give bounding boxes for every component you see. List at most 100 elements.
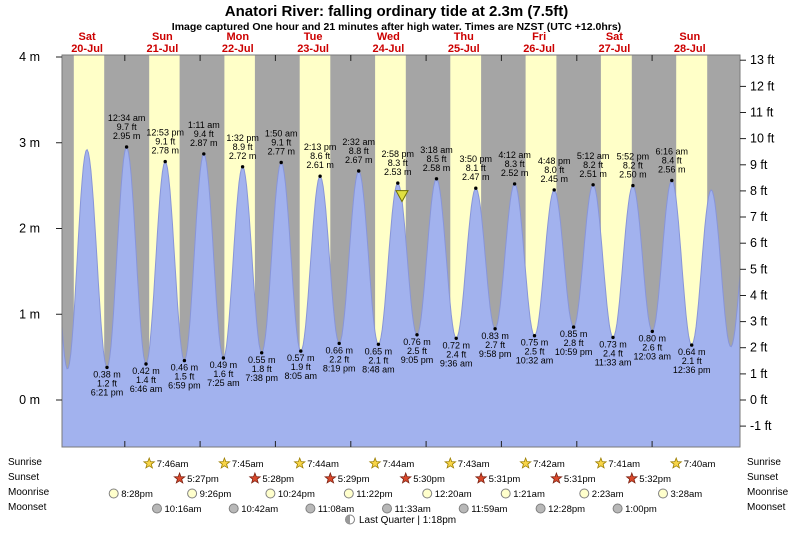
high-tide-annotation: 2:32 am8.8 ft2.67 m bbox=[342, 137, 375, 173]
day-label: Mon bbox=[226, 31, 249, 43]
low-tide-annotation: 0.65 m2.1 ft8:48 am bbox=[362, 342, 395, 374]
high-tide-annotation: 3:18 am8.5 ft2.58 m bbox=[420, 145, 453, 181]
tide-annotation-line: 0.49 m bbox=[210, 360, 238, 370]
tide-annotation-line: 2.1 ft bbox=[368, 355, 389, 365]
tide-point-dot bbox=[591, 183, 595, 187]
tide-annotation-line: 6:59 pm bbox=[168, 381, 201, 391]
tide-annotation-line: 0.66 m bbox=[325, 345, 353, 355]
tide-annotation-line: 9.4 ft bbox=[194, 129, 215, 139]
tide-annotation-line: 2.53 m bbox=[384, 167, 412, 177]
sunset-star-icon bbox=[399, 471, 412, 484]
tide-annotation-line: 2.5 ft bbox=[407, 346, 428, 356]
moonrise-time: 9:26pm bbox=[200, 489, 232, 500]
tide-point-dot bbox=[552, 188, 556, 192]
moon-phase-text: Last Quarter | 1:18pm bbox=[359, 515, 456, 526]
moonrise-row-label-right: Moonrise bbox=[747, 487, 789, 498]
feet-tick-label: 0 ft bbox=[750, 393, 768, 407]
moonrise-time: 2:23am bbox=[592, 489, 624, 500]
day-label: Fri bbox=[532, 31, 546, 43]
tide-annotation-line: 2.56 m bbox=[658, 165, 686, 175]
moonrise-row-label-left: Moonrise bbox=[8, 487, 50, 498]
tide-annotation-line: 1.5 ft bbox=[174, 372, 195, 382]
tide-annotation-line: 8:19 pm bbox=[323, 363, 356, 373]
sunset-time: 5:28pm bbox=[262, 474, 294, 485]
tide-point-dot bbox=[279, 160, 283, 165]
tide-annotation-line: 4:48 pm bbox=[538, 156, 571, 166]
moonrise-time: 11:22pm bbox=[356, 489, 392, 500]
sunrise-row-label-right: Sunrise bbox=[747, 457, 781, 468]
tide-annotation-line: 8.6 ft bbox=[310, 151, 331, 161]
low-tide-annotation: 0.57 m1.9 ft8:05 am bbox=[285, 349, 318, 381]
high-tide-annotation: 6:16 am8.4 ft2.56 m bbox=[656, 147, 689, 183]
tide-point-dot bbox=[571, 325, 576, 329]
moonset-time: 10:42am bbox=[241, 504, 278, 515]
moonrise-time: 1:21am bbox=[513, 489, 545, 500]
high-tide-annotation: 12:34 am9.7 ft2.95 m bbox=[108, 113, 145, 149]
tide-annotation-line: 2.4 ft bbox=[603, 348, 624, 358]
tide-annotation-line: 2:32 am bbox=[342, 137, 375, 147]
tide-annotation-line: 8.4 ft bbox=[662, 156, 683, 166]
tide-annotation-line: 1.2 ft bbox=[97, 378, 118, 388]
day-label: Sat bbox=[79, 31, 96, 43]
feet-axis: 13 ft 12 ft 11 ft 10 ft 9 ft 8 ft 7 ft 6 ft 5 ft… bbox=[740, 53, 775, 433]
feet-tick-label: 4 ft bbox=[750, 289, 768, 303]
tide-annotation-line: 1:32 pm bbox=[226, 133, 259, 143]
tide-annotation-line: 9:58 pm bbox=[479, 349, 512, 359]
tide-point-dot bbox=[631, 183, 635, 188]
feet-tick-label: 7 ft bbox=[750, 210, 768, 224]
sunset-star-icon bbox=[248, 471, 262, 484]
sunrise-star-icon bbox=[669, 456, 683, 469]
sunrise-time: 7:43am bbox=[458, 459, 490, 470]
tide-annotation-line: 3:50 pm bbox=[460, 154, 493, 164]
tide-annotation-line: 2:13 pm bbox=[304, 142, 337, 152]
moon-light-icon bbox=[265, 488, 276, 499]
date-label: 20-Jul bbox=[71, 43, 103, 55]
page-subtitle: Image captured One hour and 21 minutes a… bbox=[171, 21, 622, 33]
meter-tick-label: 4 m bbox=[19, 50, 40, 64]
tide-annotation-line: 0.76 m bbox=[403, 337, 431, 347]
moon-dark-icon bbox=[228, 503, 239, 514]
moon-light-icon bbox=[658, 488, 668, 499]
tide-annotation-line: 0.57 m bbox=[287, 353, 315, 363]
tide-point-dot bbox=[376, 342, 381, 346]
moonrise-time: 8:28pm bbox=[121, 489, 153, 500]
moon-phase-note: Last Quarter | 1:18pm bbox=[345, 514, 456, 526]
sunrise-row-label-left: Sunrise bbox=[8, 457, 42, 468]
tide-annotation-line: 8:05 am bbox=[285, 371, 318, 381]
tide-annotation-line: 3:18 am bbox=[420, 145, 453, 155]
sunset-star-icon bbox=[474, 471, 488, 484]
tide-point-dot bbox=[202, 152, 206, 156]
tide-annotation-line: 11:33 am bbox=[595, 357, 632, 367]
feet-tick-label: 2 ft bbox=[750, 341, 768, 355]
sunset-time: 5:31pm bbox=[489, 474, 521, 485]
moonrise-time: 10:24pm bbox=[278, 489, 315, 500]
tide-point-dot bbox=[650, 329, 654, 334]
astro-row-sunrise: 7:46am 7:45am 7:44am 7:44am 7:43am 7:42am 7:41… bbox=[142, 456, 715, 470]
tide-annotation-line: 9:36 am bbox=[440, 358, 473, 368]
date-label: 23-Jul bbox=[297, 43, 329, 55]
moon-dark-icon bbox=[612, 503, 623, 514]
date-label: 22-Jul bbox=[222, 43, 254, 55]
tide-annotation-line: 8.2 ft bbox=[583, 160, 604, 170]
tide-annotation-line: 2.61 m bbox=[306, 160, 334, 170]
tide-annotation-line: 0.85 m bbox=[560, 329, 588, 339]
sunrise-star-icon bbox=[444, 456, 457, 469]
high-tide-annotation: 1:11 am9.4 ft2.87 m bbox=[188, 120, 220, 156]
tide-annotation-line: 8.5 ft bbox=[426, 154, 447, 164]
tide-annotation-line: 1.8 ft bbox=[252, 364, 273, 374]
tide-annotation-line: 6:46 am bbox=[130, 384, 163, 394]
moonset-time: 11:08am bbox=[318, 504, 354, 515]
tide-annotation-line: 1.4 ft bbox=[136, 375, 157, 385]
feet-tick-label: 8 ft bbox=[750, 184, 768, 198]
tide-annotation-line: 6:16 am bbox=[656, 147, 689, 157]
sunrise-time: 7:45am bbox=[232, 459, 264, 470]
tide-point-dot bbox=[318, 174, 322, 178]
day-label: Tue bbox=[304, 31, 323, 43]
tide-annotation-line: 9:05 pm bbox=[401, 355, 434, 365]
tide-annotation-line: 2.51 m bbox=[579, 169, 607, 179]
moonset-row-label-right: Moonset bbox=[747, 502, 786, 513]
tide-annotation-line: 2.5 ft bbox=[524, 347, 545, 357]
